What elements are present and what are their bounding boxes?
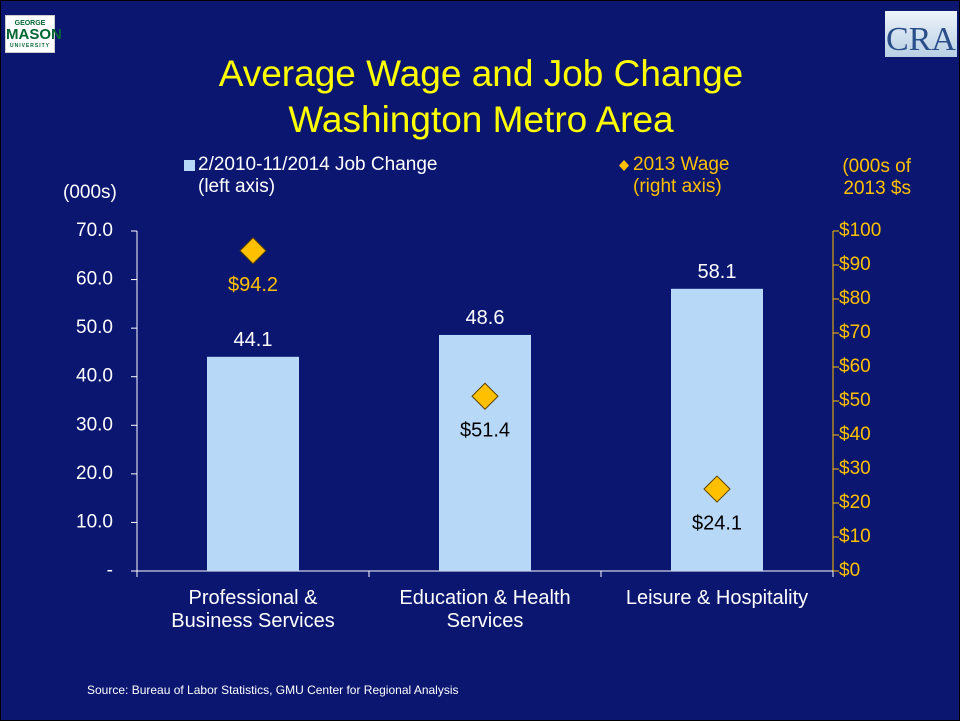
- legend-swatch: [619, 160, 629, 171]
- y2-tick-label: $10: [839, 526, 871, 547]
- y2-tick-label: $80: [839, 288, 871, 309]
- wage-marker: [703, 475, 731, 503]
- wage-value-label: $94.2: [228, 274, 278, 296]
- y2-tick-label: $30: [839, 458, 871, 479]
- y2-tick-label: $0: [839, 560, 860, 581]
- logo-text: MASON: [6, 26, 62, 43]
- y-tick-label: 70.0: [76, 220, 113, 241]
- legend-label: 2013 Wage (right axis): [633, 154, 730, 197]
- wage-value-label: $24.1: [692, 512, 742, 534]
- chart-title: Average Wage and Job Change Washington M…: [131, 51, 831, 143]
- title-line: Washington Metro Area: [288, 99, 674, 140]
- bar-value-label: 44.1: [234, 329, 273, 351]
- logo-text: GEORGE: [14, 20, 46, 27]
- y2-tick-label: $60: [839, 356, 871, 377]
- y-tick-label: 10.0: [76, 511, 113, 532]
- y-tick-label: 50.0: [76, 317, 113, 338]
- y-tick-label: 40.0: [76, 366, 113, 387]
- y2-tick-label: $100: [839, 220, 881, 241]
- x-tick-label: Leisure & Hospitality: [625, 587, 809, 609]
- legend-label: 2/2010-11/2014 Job Change (left axis): [198, 154, 438, 197]
- x-tick-label: Professional & Business Services: [171, 587, 335, 632]
- y2-tick-label: $20: [839, 492, 871, 513]
- y-tick-label: -: [107, 560, 113, 581]
- x-tick-label: Education & Health Services: [399, 587, 571, 632]
- y-tick-label: 20.0: [76, 463, 113, 484]
- y-tick-label: 30.0: [76, 414, 113, 435]
- y2-tick-label: $40: [839, 424, 871, 445]
- wage-value-label: $51.4: [460, 420, 510, 442]
- title-line: Average Wage and Job Change: [218, 53, 744, 94]
- y-axis-label: (000s): [63, 182, 117, 203]
- wage-marker: [471, 382, 499, 410]
- bar: [207, 356, 299, 571]
- cra-logo: CRA: [885, 11, 957, 58]
- logo-text: UNIVERSITY: [9, 43, 50, 49]
- y2-tick-label: $50: [839, 390, 871, 411]
- bar: [671, 288, 763, 571]
- y2-tick-label: $70: [839, 322, 871, 343]
- bar: [439, 334, 531, 571]
- gmu-logo: GEORGE MASON UNIVERSITY: [5, 15, 62, 53]
- y2-tick-label: $90: [839, 254, 871, 275]
- bar-value-label: 58.1: [698, 261, 737, 283]
- y2-axis-label: (000s of 2013 $s: [842, 156, 911, 199]
- wage-marker: [239, 237, 267, 265]
- y-tick-label: 60.0: [76, 269, 113, 290]
- source: Source: Bureau of Labor Statistics, GMU …: [87, 683, 459, 697]
- legend-swatch: [184, 160, 195, 171]
- bar-value-label: 48.6: [466, 307, 505, 329]
